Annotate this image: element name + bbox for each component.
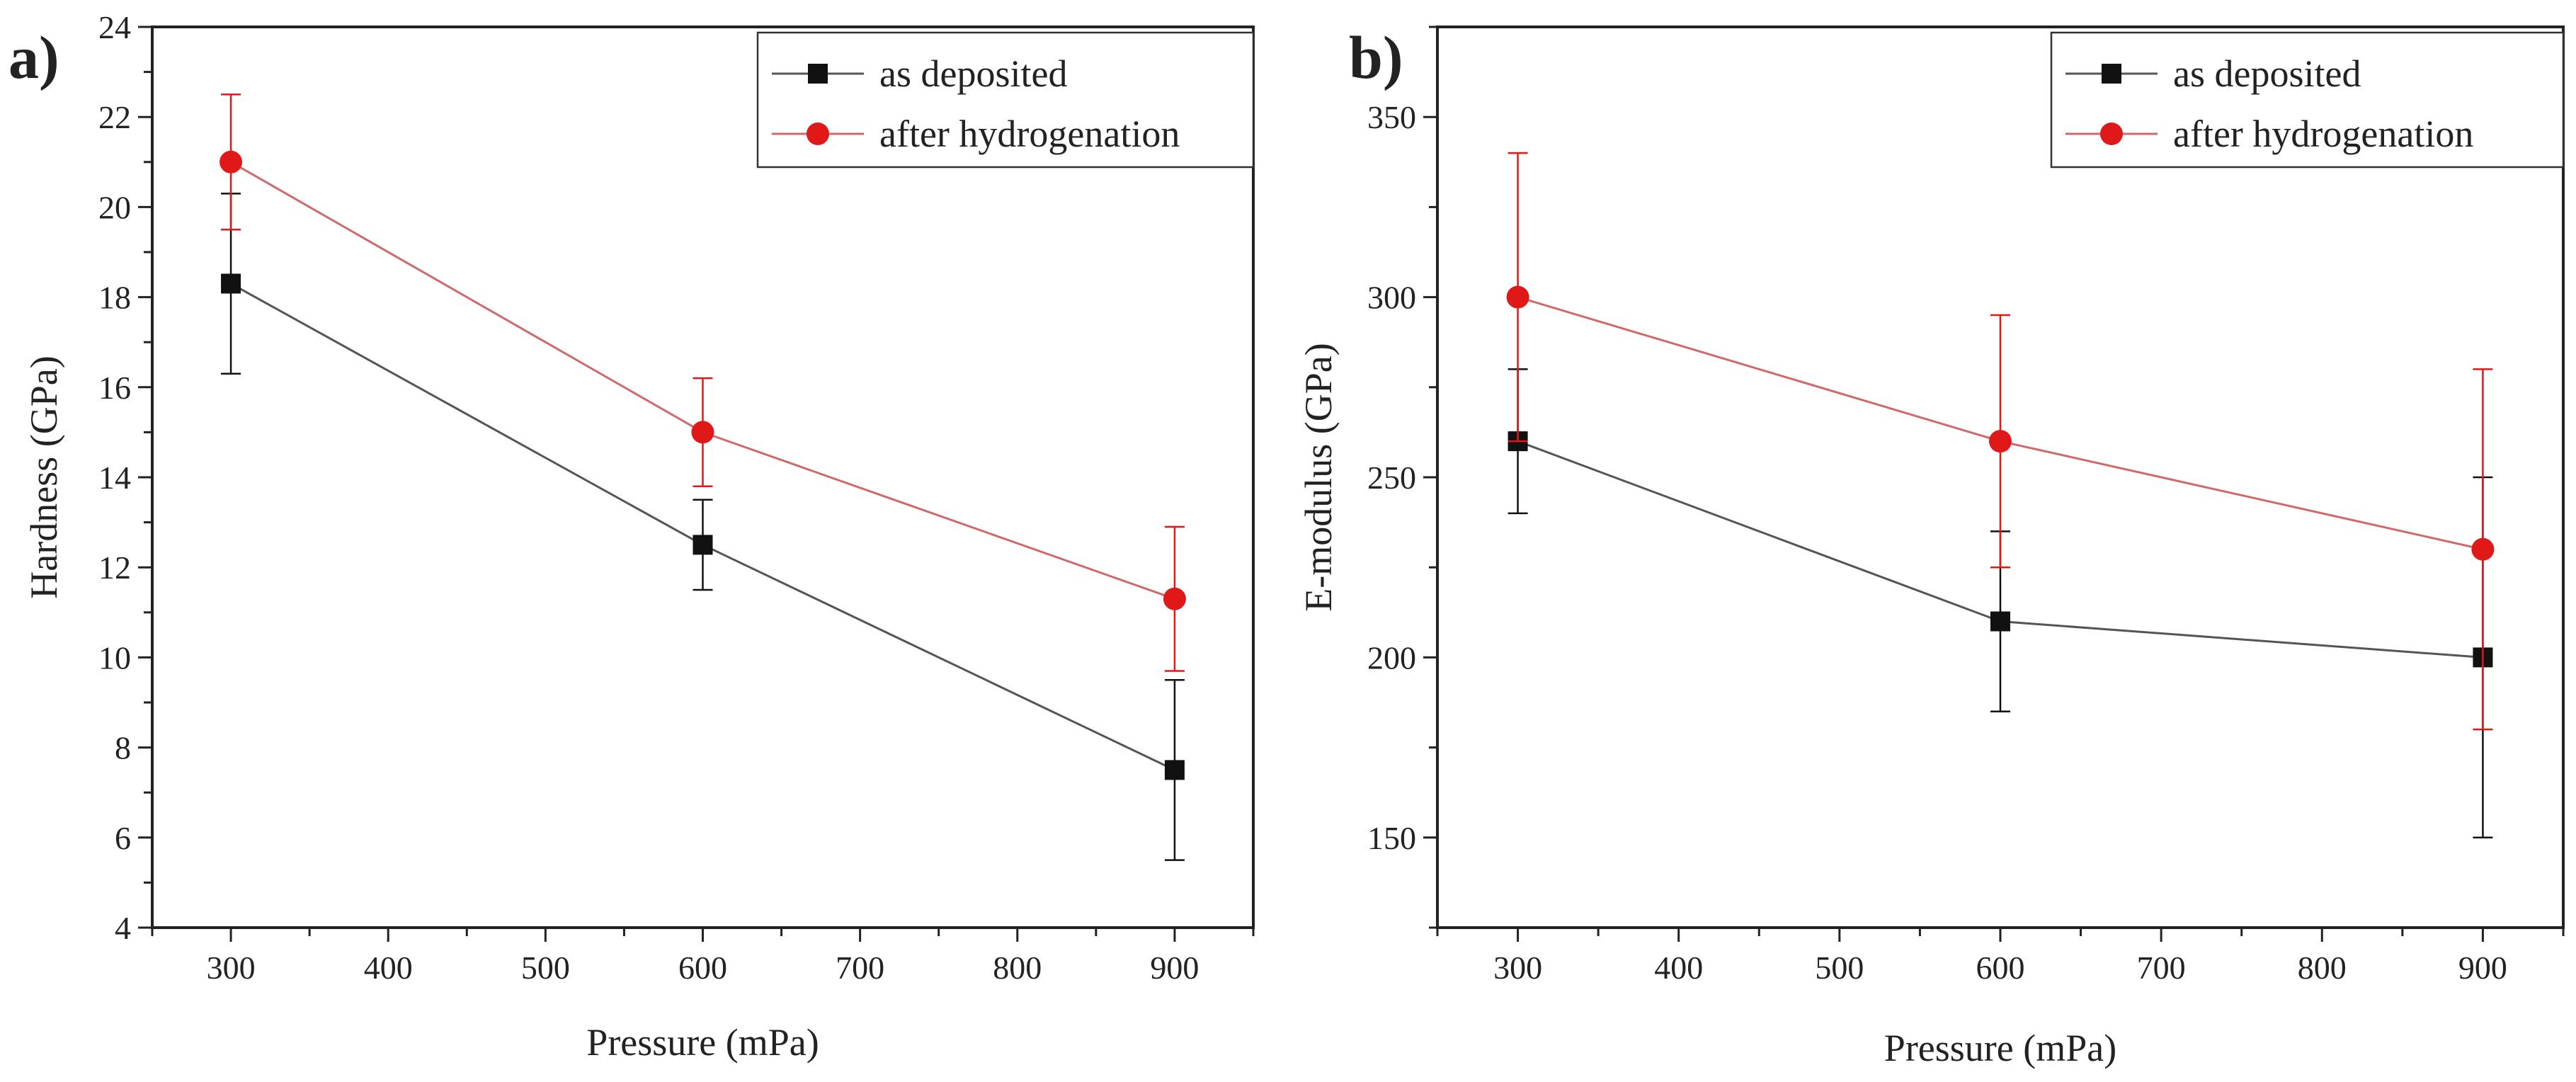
y-tick-label: 10: [98, 639, 131, 676]
data-point-circle: [1506, 285, 1529, 309]
y-tick-label: 250: [1367, 460, 1416, 496]
data-point-circle: [691, 421, 714, 444]
series-after-hydrogenation: [1506, 152, 2495, 731]
y-tick-label: 18: [98, 280, 131, 316]
x-axis-title: Pressure (mPa): [586, 1021, 819, 1064]
y-tick-label: 300: [1367, 280, 1416, 316]
legend-label: after hydrogenation: [879, 113, 1180, 155]
legend: as deposited after hydrogenation: [756, 31, 1255, 169]
series-after-hydrogenation: [220, 93, 1186, 672]
x-tick-label: 700: [836, 950, 884, 986]
y-tick-label: 12: [98, 549, 131, 586]
panel-label: b): [1349, 23, 1403, 91]
x-tick-label: 700: [2137, 950, 2186, 986]
y-tick-label: 8: [115, 730, 131, 766]
y-tick-label: 16: [98, 370, 131, 406]
legend-box: [756, 31, 1255, 169]
y-tick-label: 22: [98, 99, 131, 135]
y-axis-title: E-modulus (GPa): [1297, 343, 1340, 611]
x-tick-label: 400: [364, 950, 413, 986]
x-tick-label: 600: [1976, 950, 2025, 986]
x-tick-label: 500: [521, 950, 570, 986]
data-point-circle: [220, 150, 243, 173]
x-tick-label: 900: [1150, 950, 1199, 986]
legend-label: as deposited: [879, 52, 1067, 95]
x-tick-label: 600: [678, 950, 727, 986]
x-tick-label: 800: [993, 950, 1042, 986]
data-point-circle: [2471, 537, 2495, 561]
y-tick-label: 24: [98, 9, 131, 45]
legend: as deposited after hydrogenation: [2050, 31, 2565, 169]
data-point-circle: [1989, 430, 2012, 453]
y-axis-title: Hardness (GPa): [23, 355, 65, 598]
legend-marker-square: [2102, 64, 2121, 84]
legend-marker-circle: [807, 123, 829, 145]
y-tick-label: 200: [1367, 639, 1416, 676]
y-tick-label: 150: [1367, 820, 1416, 856]
x-tick-label: 800: [2298, 950, 2347, 986]
data-point-square: [221, 273, 241, 294]
legend-marker-square: [808, 64, 828, 84]
chart-panel-a: 300 400 500 600 700 800 900 4 6 8 10 12 14 16 18 20 22 24…: [8, 9, 1255, 1064]
legend-marker-circle: [2100, 123, 2123, 145]
legend-label: after hydrogenation: [2173, 113, 2473, 155]
y-tick-label: 4: [115, 910, 131, 946]
y-tick-label: 20: [98, 189, 131, 225]
y-tick-label: 350: [1367, 99, 1416, 135]
x-tick-label: 500: [1815, 950, 1864, 986]
y-tick-label: 6: [115, 820, 131, 856]
legend-label: as deposited: [2173, 52, 2361, 95]
data-point-square: [1990, 611, 2010, 632]
y-tick-label: 14: [98, 460, 131, 496]
x-tick-label: 400: [1654, 950, 1703, 986]
x-axis-title: Pressure (mPa): [1884, 1027, 2116, 1069]
panel-label: a): [8, 23, 59, 91]
series-as-deposited: [221, 193, 1185, 861]
data-point-circle: [1163, 587, 1186, 610]
data-point-square: [693, 535, 713, 555]
x-tick-label: 300: [1493, 950, 1542, 986]
data-point-square: [1164, 760, 1185, 780]
x-tick-label: 900: [2458, 950, 2507, 986]
x-tick-label: 300: [207, 950, 256, 986]
legend-box: [2050, 31, 2565, 169]
chart-panel-b: 300 400 500 600 700 800 900 150 200 250 300 350 Pres…: [1297, 23, 2565, 1069]
